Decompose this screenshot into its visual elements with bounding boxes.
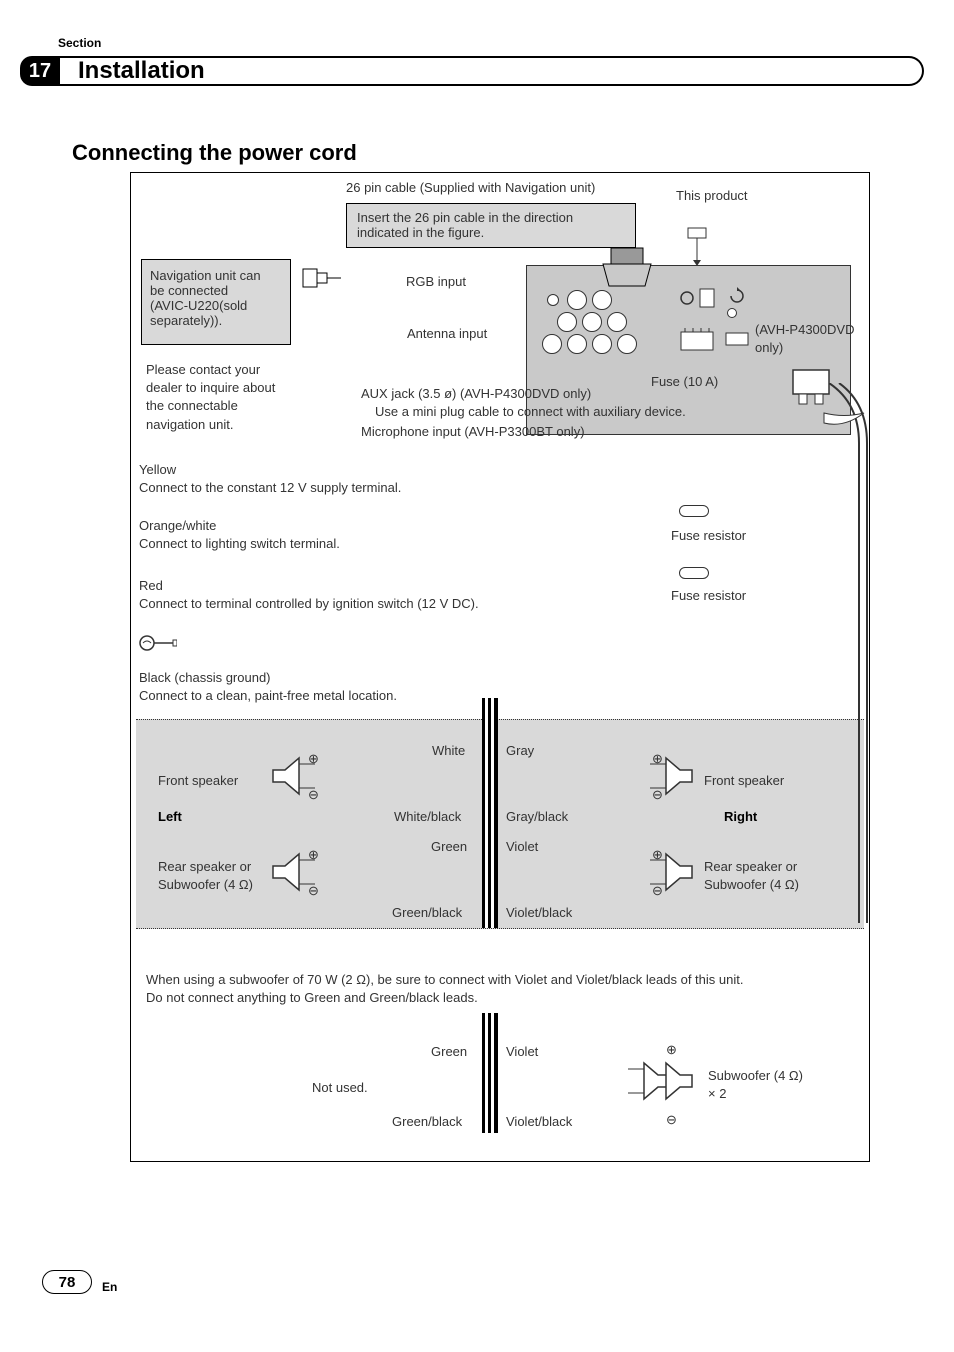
rear-left-1: Rear speaker or: [158, 858, 251, 876]
fuse-label: Fuse (10 A): [651, 373, 718, 391]
port-circle: [582, 312, 602, 332]
rear-right-2: Subwoofer (4 Ω): [704, 876, 799, 894]
port-circle: [542, 334, 562, 354]
lang-label: En: [102, 1280, 117, 1294]
c3: the connectable: [146, 397, 316, 415]
mic: Microphone input (AVH-P3300BT only): [361, 423, 585, 441]
trailing-wires-icon: [819, 383, 879, 943]
subwoofer-zone: When using a subwoofer of 70 W (2 Ω), be…: [136, 963, 864, 1153]
rgb-label: RGB input: [406, 273, 466, 291]
aux-1: AUX jack (3.5 ø) (AVH-P4300DVD only): [361, 385, 591, 403]
port-circle: [567, 290, 587, 310]
port-circle: [592, 334, 612, 354]
chip-icon: [677, 328, 717, 354]
gray-black: Gray/black: [506, 808, 568, 826]
port-circle: [567, 334, 587, 354]
nav-3: (AVIC-U220(sold: [150, 298, 282, 313]
this-product-label: This product: [676, 187, 748, 205]
page-number: 78: [42, 1270, 92, 1294]
fuse-resistor-icon: [679, 567, 709, 579]
red-d: Connect to terminal controlled by igniti…: [139, 595, 479, 613]
black-h: Black (chassis ground): [139, 669, 271, 687]
insert-note-1: Insert the 26 pin cable in the direction: [357, 210, 625, 225]
gray: Gray: [506, 742, 534, 760]
wire-gap: [491, 698, 494, 928]
contact-note: Please contact your dealer to inquire ab…: [146, 361, 316, 434]
front-left: Front speaker: [158, 772, 238, 790]
insert-note-2: indicated in the figure.: [357, 225, 625, 240]
speaker-zone: White Gray White/black Gray/black Green …: [136, 719, 864, 929]
top-connector-icon: [682, 226, 712, 266]
title-pill: Installation: [60, 56, 924, 86]
refresh-icon: [727, 286, 747, 306]
white: White: [432, 742, 465, 760]
nav-note-box: Navigation unit can be connected (AVIC-U…: [141, 259, 291, 345]
model-only: (AVH-P4300DVD only): [755, 321, 875, 357]
yellow-d: Connect to the constant 12 V supply term…: [139, 479, 401, 497]
aux-2: Use a mini plug cable to connect with au…: [375, 403, 686, 421]
chapter-title: Installation: [78, 57, 205, 85]
connector-icon: [301, 263, 341, 293]
sd-icon: [699, 288, 715, 308]
misc-port-icon: [677, 288, 697, 308]
red-h: Red: [139, 577, 163, 595]
port-circle: [727, 308, 737, 318]
sub-note-2: Do not connect anything to Green and Gre…: [146, 989, 478, 1007]
ground-icon: [137, 633, 177, 653]
sub-violet: Violet: [506, 1043, 538, 1061]
c2: dealer to inquire about: [146, 379, 316, 397]
c4: navigation unit.: [146, 416, 316, 434]
rear-right-1: Rear speaker or: [704, 858, 797, 876]
sub-violet-black: Violet/black: [506, 1113, 572, 1131]
antenna-label: Antenna input: [407, 325, 487, 343]
front-right: Front speaker: [704, 772, 784, 790]
black-d: Connect to a clean, paint-free metal loc…: [139, 687, 397, 705]
nav-4: separately)).: [150, 313, 282, 328]
speaker-icon: [624, 1059, 694, 1107]
port-circle: [617, 334, 637, 354]
green: Green: [431, 838, 467, 856]
sub-green-black: Green/black: [392, 1113, 462, 1131]
rear-left-2: Subwoofer (4 Ω): [158, 876, 253, 894]
fuse-res-2: Fuse resistor: [671, 587, 746, 605]
section-label: Section: [58, 36, 101, 50]
right: Right: [724, 808, 757, 826]
wire-gap: [485, 1013, 488, 1133]
header-row: 17 Installation: [20, 56, 924, 86]
sub-label-2: × 2: [708, 1085, 726, 1103]
c1: Please contact your: [146, 361, 316, 379]
green-black: Green/black: [392, 904, 462, 922]
left: Left: [158, 808, 182, 826]
sub-green: Green: [431, 1043, 467, 1061]
wire-gap: [485, 698, 488, 928]
page-heading: Connecting the power cord: [72, 140, 357, 166]
fuse-res-1: Fuse resistor: [671, 527, 746, 545]
pin-connector-icon: [597, 246, 657, 296]
fuse-resistor-icon: [679, 505, 709, 517]
nav-1: Navigation unit can: [150, 268, 282, 283]
port-circle: [607, 312, 627, 332]
insert-note-box: Insert the 26 pin cable in the direction…: [346, 203, 636, 248]
slot-icon: [725, 332, 749, 348]
sub-label-1: Subwoofer (4 Ω): [708, 1067, 803, 1085]
sub-note-1: When using a subwoofer of 70 W (2 Ω), be…: [146, 971, 743, 989]
violet: Violet: [506, 838, 538, 856]
port-circle: [547, 294, 559, 306]
nav-2: be connected: [150, 283, 282, 298]
white-black: White/black: [394, 808, 461, 826]
orange-d: Connect to lighting switch terminal.: [139, 535, 340, 553]
port-circle: [592, 290, 612, 310]
cable-note: 26 pin cable (Supplied with Navigation u…: [346, 179, 595, 197]
port-circle: [557, 312, 577, 332]
violet-black: Violet/black: [506, 904, 572, 922]
not-used: Not used.: [312, 1079, 368, 1097]
orange-h: Orange/white: [139, 517, 216, 535]
wire-gap: [491, 1013, 494, 1133]
yellow-h: Yellow: [139, 461, 176, 479]
section-number: 17: [20, 56, 60, 86]
wiring-diagram: 26 pin cable (Supplied with Navigation u…: [130, 172, 870, 1162]
